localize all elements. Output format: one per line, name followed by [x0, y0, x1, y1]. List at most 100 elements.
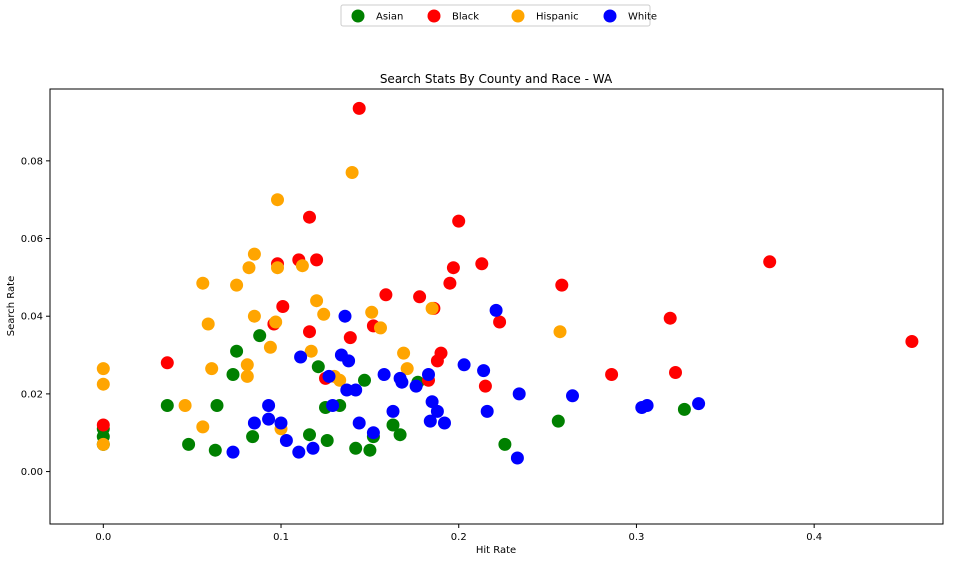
- plot-area-frame: [49, 88, 944, 525]
- point-asian: [253, 329, 267, 343]
- point-white: [395, 375, 409, 389]
- point-white: [306, 441, 320, 455]
- x-tick-label: 0.1: [273, 532, 289, 543]
- point-black: [452, 214, 466, 228]
- point-white: [409, 379, 423, 393]
- point-asian: [246, 430, 260, 444]
- x-tick-label: 0.2: [451, 532, 467, 543]
- point-asian: [677, 402, 691, 416]
- point-white: [340, 383, 354, 397]
- legend-label: Black: [452, 12, 479, 23]
- point-white: [489, 303, 503, 317]
- point-black: [475, 257, 489, 271]
- point-hispanic: [553, 325, 567, 339]
- point-black: [493, 315, 507, 329]
- point-white: [322, 369, 336, 383]
- point-white: [262, 399, 276, 412]
- point-white: [292, 445, 306, 459]
- legend-label: Asian: [376, 12, 403, 23]
- point-white: [477, 364, 491, 378]
- x-tick-label: 0.4: [806, 532, 822, 543]
- y-axis-ticks: 0.00 0.02 0.04 0.06 0.08: [21, 156, 50, 478]
- point-white: [692, 397, 706, 411]
- point-black: [763, 255, 777, 269]
- point-black: [276, 300, 290, 313]
- y-axis-label: Search Rate: [6, 276, 17, 336]
- legend-item-black: Black: [427, 9, 479, 23]
- legend-item-white: White: [603, 9, 657, 23]
- point-hispanic: [196, 276, 210, 290]
- point-black: [352, 101, 366, 115]
- point-black: [96, 418, 110, 432]
- point-black: [663, 311, 677, 325]
- point-black: [303, 210, 316, 224]
- point-white: [425, 395, 439, 409]
- point-hispanic: [240, 369, 254, 383]
- point-hispanic: [365, 305, 379, 319]
- point-black: [413, 290, 427, 304]
- chart-title: Search Stats By County and Race - WA: [380, 72, 613, 86]
- legend-label: White: [628, 12, 657, 23]
- point-white: [386, 404, 400, 418]
- point-asian: [386, 418, 400, 432]
- y-tick-label: 0.08: [21, 156, 43, 167]
- point-white: [377, 368, 391, 381]
- point-asian: [311, 360, 325, 374]
- point-white: [352, 416, 366, 430]
- x-tick-label: 0.3: [628, 532, 644, 543]
- point-black: [343, 331, 357, 345]
- y-tick-label: 0.02: [21, 389, 43, 400]
- x-tick-label: 0.0: [95, 532, 111, 543]
- point-white: [512, 387, 526, 401]
- point-asian: [551, 414, 565, 428]
- point-hispanic: [317, 307, 331, 321]
- point-white: [457, 358, 471, 372]
- point-white: [430, 404, 444, 418]
- points-layer: [96, 101, 919, 465]
- point-hispanic: [96, 437, 110, 451]
- point-hispanic: [205, 362, 219, 376]
- point-white: [510, 451, 524, 465]
- legend-frame: [340, 4, 651, 27]
- point-black: [478, 379, 492, 393]
- point-asian: [230, 344, 244, 358]
- point-white: [338, 309, 352, 323]
- point-hispanic: [96, 362, 110, 376]
- point-white: [566, 389, 579, 403]
- y-tick-label: 0.06: [21, 234, 43, 245]
- point-hispanic: [242, 261, 256, 275]
- point-asian: [498, 437, 512, 451]
- point-white: [326, 399, 340, 412]
- legend-label: Hispanic: [536, 12, 579, 23]
- point-hispanic: [374, 321, 387, 335]
- point-asian: [210, 399, 224, 412]
- point-hispanic: [247, 247, 261, 261]
- point-black: [905, 335, 919, 348]
- point-white: [349, 383, 363, 397]
- legend-marker: [351, 9, 365, 23]
- point-black: [310, 253, 324, 267]
- point-black: [160, 356, 174, 370]
- point-asian: [349, 441, 363, 455]
- x-axis-label: Hit Rate: [476, 545, 516, 556]
- point-hispanic: [425, 301, 439, 315]
- point-black: [605, 368, 619, 381]
- point-white: [438, 416, 451, 430]
- point-hispanic: [295, 259, 309, 273]
- point-white: [279, 434, 293, 447]
- point-hispanic: [400, 362, 414, 376]
- point-white: [247, 416, 261, 430]
- point-hispanic: [247, 309, 261, 323]
- point-asian: [363, 443, 377, 457]
- point-hispanic: [397, 346, 411, 360]
- point-black: [446, 261, 460, 275]
- legend-item-hispanic: Hispanic: [511, 9, 579, 23]
- legend-marker: [427, 9, 441, 23]
- point-hispanic: [230, 278, 244, 292]
- point-hispanic: [271, 193, 284, 207]
- point-asian: [208, 443, 222, 457]
- series-white: [226, 303, 706, 465]
- point-hispanic: [271, 261, 284, 275]
- y-tick-label: 0.04: [21, 312, 43, 323]
